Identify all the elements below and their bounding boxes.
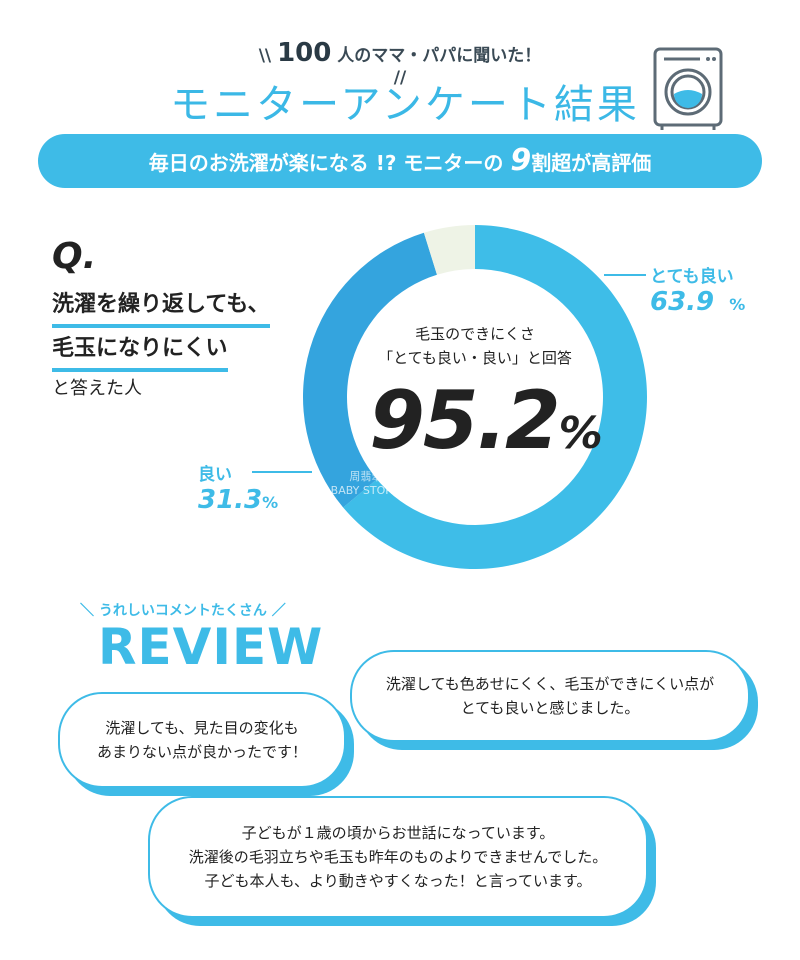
question-mark: Q. bbox=[52, 236, 97, 277]
center-value-number: 95.2 bbox=[369, 374, 560, 467]
leader-line bbox=[604, 274, 646, 276]
question-line-1: 洗濯を繰り返しても、 bbox=[52, 286, 270, 328]
page-title: モニターアンケート結果 bbox=[170, 82, 640, 128]
center-caption-2: 「とても良い・良い」と回答 bbox=[378, 349, 572, 367]
center-value-unit: % bbox=[558, 408, 603, 459]
question-line-2: 毛玉になりにくい bbox=[52, 330, 228, 372]
kicker: \\ 100 人のママ・パパに聞いた！ // bbox=[258, 38, 542, 88]
label-good-name: 良い bbox=[198, 465, 232, 485]
review-text: 子ども本人も、より動きやすくなった！と言っています。 bbox=[204, 872, 592, 890]
banner-text: 毎日のお洗濯が楽になる !? モニターの bbox=[148, 151, 504, 175]
label-good-value: 31.3 bbox=[198, 485, 263, 515]
review-text: 洗濯後の毛羽立ちや毛玉も昨年のものよりできませんでした。 bbox=[188, 848, 608, 866]
leader-line bbox=[252, 471, 312, 473]
donut-segment-1 bbox=[303, 232, 437, 508]
review-text: とても良いと感じました。 bbox=[460, 699, 640, 717]
label-very-good-value: 63.9 bbox=[650, 287, 715, 317]
review-title: REVIEW bbox=[98, 618, 324, 676]
banner-number: 9 bbox=[510, 143, 532, 178]
label-good-unit: % bbox=[262, 493, 279, 512]
donut-segment-0 bbox=[343, 225, 647, 569]
watermark-line-1: 周翡翠@ADXPARTY bbox=[349, 470, 451, 483]
center-value: 95.2% bbox=[355, 380, 615, 475]
center-caption: 毛玉のできにくさ 「とても良い・良い」と回答 bbox=[375, 322, 575, 370]
donut-segment-2 bbox=[423, 225, 475, 275]
label-very-good-name: とても良い bbox=[650, 267, 734, 287]
review-card-2: 洗濯しても、見た目の変化も あまりない点が良かったです！ bbox=[58, 692, 346, 788]
review-card-3: 子どもが１歳の頃からお世話になっています。 洗濯後の毛羽立ちや毛玉も昨年のものよ… bbox=[148, 796, 648, 918]
label-good: 良い 31.3% bbox=[198, 460, 278, 515]
label-very-good: とても良い 63.9 % bbox=[650, 262, 745, 317]
review-text: 洗濯しても色あせにくく、毛玉ができにくい点が bbox=[385, 675, 715, 693]
watermark-line-2: BABY STORE 日本代购店™ bbox=[330, 484, 470, 497]
label-very-good-unit: % bbox=[729, 295, 746, 314]
kicker-text: 人のママ・パパに聞いた！ bbox=[337, 46, 542, 66]
banner-text-end: 割超が高評価 bbox=[531, 151, 652, 175]
review-text: あまりない点が良かったです！ bbox=[96, 743, 307, 761]
washing-machine-icon bbox=[653, 47, 723, 130]
review-card-1: 洗濯しても色あせにくく、毛玉ができにくい点が とても良いと感じました。 bbox=[350, 650, 750, 742]
review-text: 洗濯しても、見た目の変化も bbox=[105, 719, 299, 737]
question-line-3: と答えた人 bbox=[52, 378, 142, 399]
watermark: 周翡翠@ADXPARTY BABY STORE 日本代购店™ bbox=[315, 470, 485, 498]
review-subtitle: ＼ うれしいコメントたくさん ／ bbox=[80, 603, 286, 619]
kicker-number: 100 bbox=[277, 38, 332, 68]
review-text: 子どもが１歳の頃からお世話になっています。 bbox=[241, 824, 555, 842]
headline-banner: 毎日のお洗濯が楽になる !? モニターの 9割超が高評価 bbox=[38, 134, 762, 188]
center-caption-1: 毛玉のできにくさ bbox=[415, 325, 535, 343]
